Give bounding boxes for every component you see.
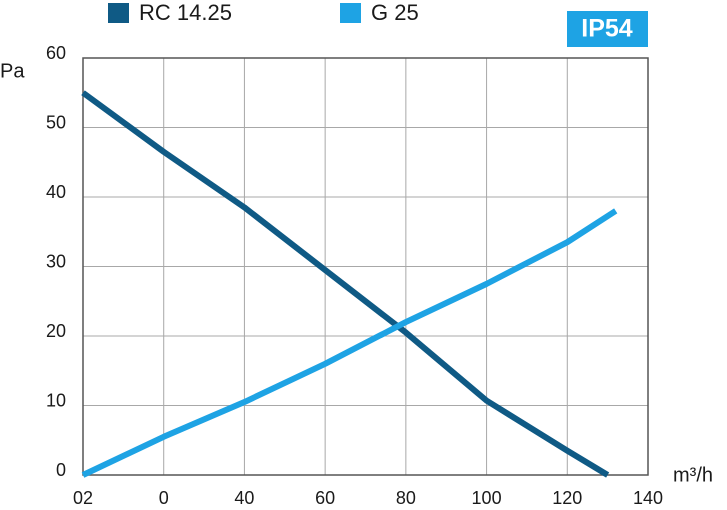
badge xyxy=(567,11,648,47)
y-tick-label: 0 xyxy=(56,460,66,480)
x-tick-label: 02 xyxy=(73,488,93,508)
y-axis-label: Pa xyxy=(0,60,25,82)
legend-label: G 25 xyxy=(371,0,419,25)
x-tick-label: 100 xyxy=(472,488,502,508)
y-tick-label: 20 xyxy=(46,321,66,341)
legend-label: RC 14.25 xyxy=(139,0,232,25)
y-tick-label: 30 xyxy=(46,251,66,271)
x-axis-label: m³/h xyxy=(673,464,713,486)
line-series xyxy=(81,208,618,478)
y-tick-label: 50 xyxy=(46,112,66,132)
legend-swatch xyxy=(108,3,129,23)
y-tick-label: 40 xyxy=(46,182,66,202)
x-tick-label: 120 xyxy=(552,488,582,508)
legend-swatch xyxy=(340,3,361,23)
x-tick-label: 80 xyxy=(396,488,416,508)
plot-frame xyxy=(82,57,649,476)
x-tick-label: 40 xyxy=(234,488,254,508)
x-tick-label: 140 xyxy=(633,488,663,508)
line-series xyxy=(81,90,610,478)
x-tick-label: 0 xyxy=(159,488,169,508)
y-tick-label: 60 xyxy=(46,43,66,63)
x-tick-label: 60 xyxy=(315,488,335,508)
badge-text: IP54 xyxy=(581,15,633,43)
y-tick-label: 10 xyxy=(46,390,66,410)
